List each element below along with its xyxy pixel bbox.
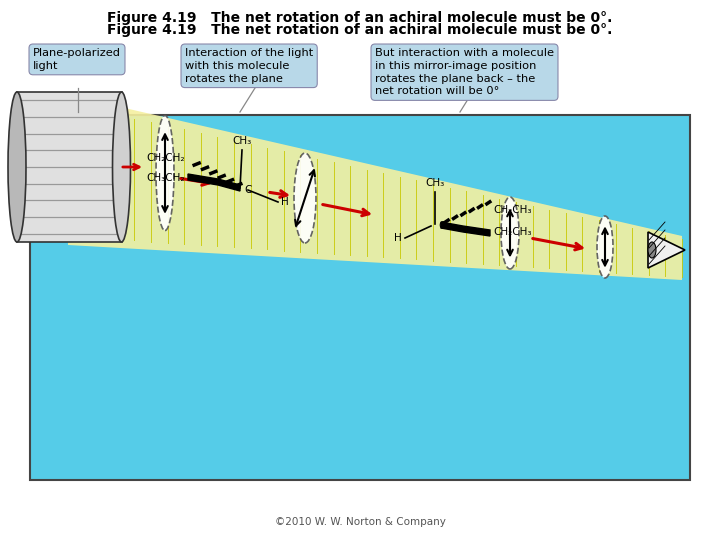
Text: But interaction with a molecule
in this mirror-image position
rotates the plane : But interaction with a molecule in this … <box>375 48 554 97</box>
Ellipse shape <box>294 153 316 243</box>
Text: H: H <box>395 233 402 243</box>
Bar <box>17 92 122 242</box>
Ellipse shape <box>8 92 26 242</box>
Text: C: C <box>438 221 446 231</box>
Bar <box>30 115 690 480</box>
Text: CH₃CH₂: CH₃CH₂ <box>146 173 185 183</box>
Ellipse shape <box>597 216 613 278</box>
Polygon shape <box>68 95 682 280</box>
Ellipse shape <box>501 197 519 269</box>
Text: CH₂CH₃: CH₂CH₃ <box>493 205 531 215</box>
Text: C: C <box>244 185 251 195</box>
Polygon shape <box>648 232 685 268</box>
Text: CH₃: CH₃ <box>426 178 445 188</box>
Polygon shape <box>188 174 240 191</box>
Text: Figure 4.19   The net rotation of an achiral molecule must be 0°.: Figure 4.19 The net rotation of an achir… <box>107 23 613 37</box>
Text: H: H <box>281 197 289 207</box>
Text: CH₂CH₂: CH₂CH₂ <box>146 153 185 163</box>
Ellipse shape <box>156 116 174 231</box>
Text: CH₂CH₃: CH₂CH₃ <box>493 227 531 237</box>
Text: ©2010 W. W. Norton & Company: ©2010 W. W. Norton & Company <box>274 517 446 527</box>
Ellipse shape <box>648 242 656 258</box>
Text: Plane-polarized
light: Plane-polarized light <box>33 48 121 71</box>
Text: Interaction of the light
with this molecule
rotates the plane: Interaction of the light with this molec… <box>185 48 313 84</box>
Polygon shape <box>441 222 490 236</box>
Text: CH₃: CH₃ <box>233 136 251 146</box>
Text: Figure 4.19   The net rotation of an achiral molecule must be 0°.: Figure 4.19 The net rotation of an achir… <box>107 11 613 25</box>
Ellipse shape <box>112 92 130 242</box>
